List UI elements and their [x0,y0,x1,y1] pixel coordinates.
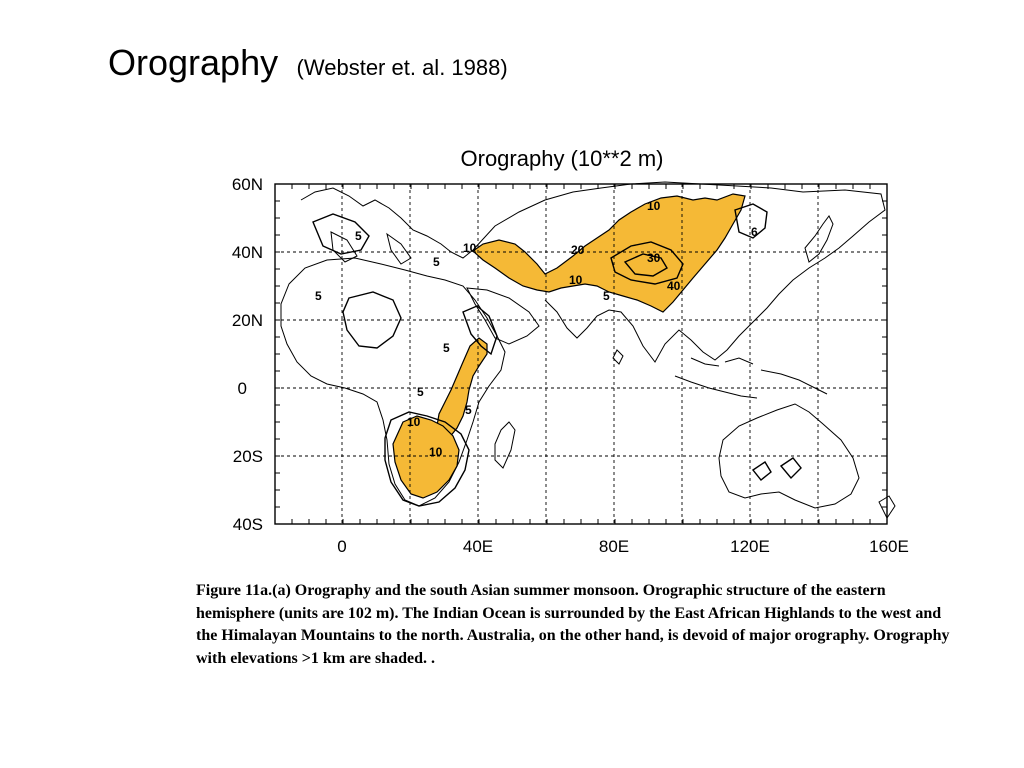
contour-label: 5 [465,403,472,417]
contour-label: 5 [315,289,322,303]
lat-label-60N: 60N [232,175,263,194]
contour-label: 10 [407,415,421,429]
lon-axis: 0 40E 80E 120E 160E [337,537,909,556]
madagascar-coast [494,421,516,469]
new-zealand-coast [878,495,896,519]
contour-tibet-core [623,253,668,277]
contour-africa-east [462,305,498,356]
contour-label: 5 [603,289,610,303]
lat-label-40S: 40S [233,515,263,534]
contour-label: 5 [443,341,450,355]
orography-map: Orography (10**2 m) [232,146,909,556]
contour-australia-b [779,457,802,480]
lat-label-0: 0 [238,379,247,398]
contour-label: 5 [433,255,440,269]
contour-africa-north [342,291,402,349]
contour-label: 10 [647,199,661,213]
lon-label-0: 0 [337,537,346,556]
slide-subtitle: (Webster et. al. 1988) [296,55,508,80]
tibet-himalaya-shading [472,193,746,313]
contour-label: 5 [355,229,362,243]
sri-lanka-coast [612,349,624,365]
figure-caption: Figure 11a.(a) Orography and the south A… [196,582,950,667]
contour-label: 6 [751,225,758,239]
contour-southern-africa-outer [384,411,470,507]
contour-label: 20 [571,243,585,257]
slide-title: Orography (Webster et. al. 1988) [108,42,508,84]
lon-label-160E: 160E [869,537,909,556]
figure-title: Orography (10**2 m) [461,146,664,171]
contour-label: 5 [417,385,424,399]
lat-label-20S: 20S [233,447,263,466]
australia-coast [718,403,860,509]
southern-africa-shading [392,415,460,499]
lon-label-80E: 80E [599,537,629,556]
europe-coast [300,187,474,265]
contour-australia-a [751,461,772,481]
contour-europe [312,213,370,255]
slide-title-text: Orography [108,42,279,83]
frame-ticks [274,183,888,525]
arabia-coast [466,287,540,345]
contour-label: 30 [647,251,661,265]
indonesia-coast [674,357,828,399]
lat-axis: 60N 40N 20N 0 20S 40S [232,175,263,534]
contour-label-group: 10 6 20 30 10 5 40 10 5 5 5 5 5 5 10 10 [315,199,758,459]
contour-label: 10 [429,445,443,459]
contour-label: 10 [569,273,583,287]
coastlines [280,181,896,519]
lat-label-40N: 40N [232,243,263,262]
contour-label: 40 [667,279,681,293]
contour-mongolia [734,203,768,239]
lon-label-40E: 40E [463,537,493,556]
contour-lines [312,203,802,507]
contour-tibet-inner [610,241,684,285]
africa-coast [280,257,506,507]
lon-label-120E: 120E [730,537,770,556]
asia-coast [472,181,886,363]
contour-label: 10 [463,241,477,255]
lat-label-20N: 20N [232,311,263,330]
